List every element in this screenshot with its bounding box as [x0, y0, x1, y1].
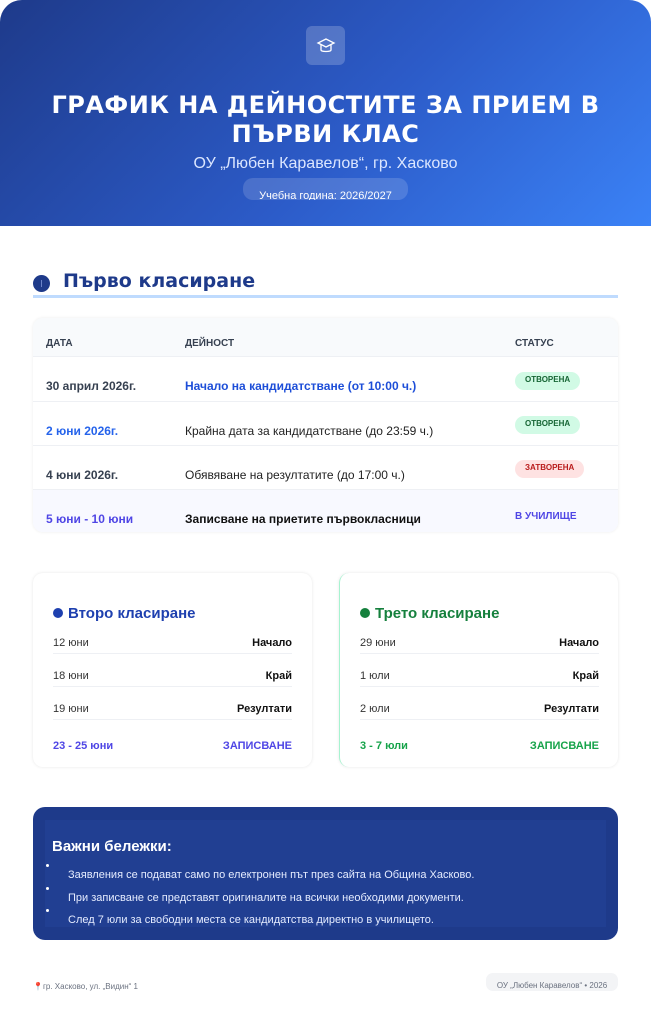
note-item: При записване се представят оригиналите … — [46, 887, 464, 904]
table-row: 2 юни 2026г. Крайна дата за кандидатства… — [33, 402, 618, 446]
list-item: 18 юни Край — [53, 670, 292, 687]
row-activity: Крайна дата за кандидатстване (до 23:59 … — [185, 424, 434, 438]
table-row: 30 април 2026г. Начало на кандидатстване… — [33, 357, 618, 402]
item-label: Начало — [252, 637, 292, 649]
row-date: 4 юни 2026г. — [46, 468, 119, 482]
status-badge: ЗАТВОРЕНА — [515, 460, 585, 478]
notes-title: Важни бележки: — [52, 838, 172, 855]
row-date: 5 юни - 10 юни — [46, 512, 134, 526]
card-title-text: Трето класиране — [375, 605, 500, 622]
row-activity: Обявяване на резултатите (до 17:00 ч.) — [185, 468, 405, 482]
item-label: Резултати — [237, 703, 292, 715]
notes-inner — [45, 820, 606, 927]
note-item: След 7 юли за свободни места се кандидат… — [46, 909, 434, 926]
dot-icon — [360, 608, 370, 618]
card-title-text: Второ класиране — [68, 605, 196, 622]
card-title: Второ класиране — [53, 605, 195, 622]
card-title: Трето класиране — [360, 605, 499, 622]
section-title: Първо класиране — [63, 270, 256, 292]
list-item: 19 юни Резултати — [53, 703, 292, 720]
footer-address: 📍гр. Хасково, ул. „Видин“ 1 — [33, 982, 138, 991]
enroll-date: 23 - 25 юни — [53, 740, 114, 752]
enroll-date: 3 - 7 юли — [360, 740, 408, 752]
item-date: 12 юни — [53, 637, 89, 649]
note-item: Заявления се подават само по електронен … — [45, 864, 475, 881]
item-date: 18 юни — [53, 670, 89, 682]
address-text: гр. Хасково, ул. „Видин“ 1 — [42, 982, 138, 991]
table-row: 5 юни - 10 юни Записване на приетите пър… — [33, 490, 618, 532]
item-date: 19 юни — [53, 703, 89, 715]
column-date: ДАТА — [46, 338, 73, 349]
item-label: Начало — [559, 637, 599, 649]
item-label: Край — [572, 670, 599, 682]
first-ranking-table: ДАТА ДЕЙНОСТ СТАТУС 30 април 2026г. Нача… — [33, 318, 618, 532]
enrollment-row: 3 - 7 юли ЗАПИСВАНЕ — [360, 740, 599, 752]
list-item: 2 юли Резултати — [360, 703, 599, 720]
column-status: СТАТУС — [515, 338, 554, 349]
enroll-label: ЗАПИСВАНЕ — [529, 740, 599, 752]
table-header: ДАТА ДЕЙНОСТ СТАТУС — [33, 318, 618, 357]
list-item: 1 юли Край — [360, 670, 599, 687]
item-date: 2 юли — [360, 703, 390, 715]
list-item: 29 юни Начало — [360, 637, 599, 654]
enroll-label: ЗАПИСВАНЕ — [222, 740, 292, 752]
column-activity: ДЕЙНОСТ — [185, 338, 235, 349]
footer-copyright: ОУ „Любен Каравелов“ • 2026 — [486, 973, 618, 991]
pin-icon: 📍 — [33, 982, 43, 991]
first-ranking-heading: Първо класиране — [33, 270, 618, 298]
page-title: ГРАФИК НА ДЕЙНОСТИТЕ ЗА ПРИЕМ В ПЪРВИ КЛ… — [51, 91, 600, 148]
item-date: 29 юни — [360, 637, 396, 649]
enrollment-row: 23 - 25 юни ЗАПИСВАНЕ — [53, 740, 292, 752]
important-notes: Важни бележки: Заявления се подават само… — [33, 807, 618, 940]
row-activity: Записване на приетите първокласници — [185, 512, 421, 526]
status-text: В УЧИЛИЩЕ — [515, 511, 577, 522]
third-ranking-card: Трето класиране 29 юни Начало 1 юли Край 2… — [339, 573, 618, 767]
graduation-cap-icon — [306, 26, 345, 65]
item-label: Резултати — [544, 703, 599, 715]
list-item: 12 юни Начало — [53, 637, 292, 654]
row-date: 30 април 2026г. — [46, 379, 137, 393]
row-activity: Начало на кандидатстване (от 10:00 ч.) — [185, 379, 417, 393]
item-label: Край — [265, 670, 292, 682]
section-dot-icon — [33, 275, 50, 292]
status-badge: ОТВОРЕНА — [515, 372, 581, 390]
item-date: 1 юли — [360, 670, 390, 682]
table-row: 4 юни 2026г. Обявяване на резултатите (д… — [33, 446, 618, 490]
second-ranking-card: Второ класиране 12 юни Начало 18 юни Край … — [33, 573, 312, 767]
school-year-badge: Учебна година: 2026/2027 — [243, 178, 408, 200]
row-date: 2 юни 2026г. — [46, 424, 119, 438]
header: ГРАФИК НА ДЕЙНОСТИТЕ ЗА ПРИЕМ В ПЪРВИ КЛ… — [0, 0, 651, 226]
status-badge: ОТВОРЕНА — [515, 416, 581, 434]
school-name: ОУ „Любен Каравелов“, гр. Хасково — [193, 155, 458, 172]
dot-icon — [53, 608, 63, 618]
